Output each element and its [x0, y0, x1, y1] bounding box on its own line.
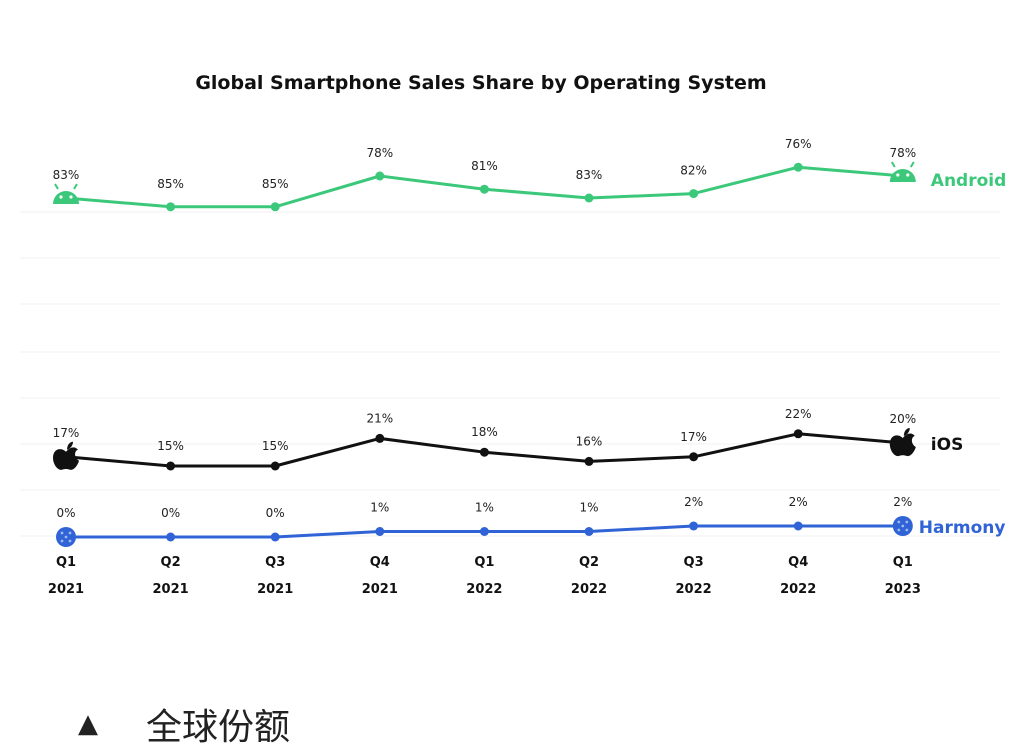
data-label: 20%	[889, 412, 916, 426]
data-point-ios	[689, 452, 699, 462]
data-point-android	[689, 189, 699, 199]
data-label: 76%	[785, 137, 812, 151]
data-point-android	[375, 171, 385, 181]
data-label: 22%	[785, 407, 812, 421]
data-label: 18%	[471, 425, 498, 439]
data-point-ios	[479, 447, 489, 457]
data-point-harmony	[584, 527, 594, 536]
x-tick-quarter: Q1	[474, 555, 494, 570]
x-tick-year: 2022	[571, 582, 607, 597]
data-label: 81%	[471, 159, 498, 173]
data-point-harmony	[375, 527, 385, 536]
apple-icon	[889, 428, 916, 457]
data-point-android	[584, 193, 594, 203]
x-tick-quarter: Q4	[788, 555, 808, 570]
data-point-ios	[793, 429, 803, 439]
x-tick-year: 2022	[466, 582, 502, 597]
x-tick-year: 2022	[780, 582, 816, 597]
series-label-android: Android	[931, 171, 1007, 191]
caption-text: 全球份额	[146, 707, 291, 748]
x-tick-quarter: Q3	[265, 555, 285, 570]
data-label: 1%	[370, 501, 389, 515]
data-point-harmony	[270, 532, 280, 542]
data-point-harmony	[793, 521, 803, 531]
data-point-ios	[166, 461, 176, 471]
data-point-android	[479, 184, 489, 194]
data-label: 0%	[161, 506, 180, 520]
x-tick-quarter: Q2	[161, 555, 181, 570]
data-label: 16%	[576, 434, 603, 448]
x-tick-quarter: Q4	[370, 555, 390, 570]
data-point-harmony	[166, 532, 176, 542]
data-label: 2%	[684, 495, 703, 509]
x-tick-year: 2021	[48, 582, 84, 597]
series-label-ios: iOS	[931, 435, 964, 455]
apple-icon	[53, 441, 79, 470]
data-label: 85%	[262, 177, 289, 191]
data-label: 2%	[893, 495, 912, 509]
x-tick-year: 2021	[257, 582, 293, 597]
x-tick-year: 2022	[676, 582, 712, 597]
data-label: 82%	[680, 164, 707, 178]
data-point-ios	[584, 456, 594, 466]
harmony-icon	[892, 516, 913, 536]
x-tick-year: 2023	[885, 582, 921, 597]
line-chart: Global Smartphone Sales Share by Operati…	[20, 72, 1007, 597]
data-label: 0%	[56, 506, 75, 520]
data-label: 2%	[789, 495, 808, 509]
x-tick-year: 2021	[153, 582, 189, 597]
data-label: 83%	[576, 168, 603, 182]
data-label: 1%	[579, 501, 598, 515]
x-tick-year: 2021	[362, 582, 398, 597]
x-tick-quarter: Q2	[579, 555, 599, 570]
data-point-android	[793, 162, 803, 172]
data-point-ios	[270, 461, 280, 471]
x-tick-quarter: Q1	[56, 555, 76, 570]
data-point-android	[166, 202, 176, 212]
x-tick-quarter: Q3	[684, 555, 704, 570]
x-tick-quarter: Q1	[893, 555, 913, 570]
data-label: 15%	[262, 439, 289, 453]
data-label: 1%	[475, 501, 494, 515]
data-label: 0%	[266, 506, 285, 520]
data-point-harmony	[689, 521, 699, 531]
triangle-up-icon: ▲	[78, 709, 98, 739]
caption: ▲ 全球份额	[78, 702, 290, 748]
data-label: 85%	[157, 177, 184, 191]
data-point-ios	[375, 433, 385, 443]
data-point-harmony	[479, 527, 489, 536]
data-label: 17%	[53, 426, 80, 440]
data-label: 21%	[366, 411, 393, 425]
data-label: 15%	[157, 439, 184, 453]
harmony-icon	[56, 527, 76, 547]
data-point-android	[270, 202, 280, 212]
chart-title: Global Smartphone Sales Share by Operati…	[195, 72, 766, 94]
android-icon	[53, 183, 79, 204]
data-label: 83%	[53, 168, 80, 182]
data-label: 17%	[680, 430, 707, 444]
data-label: 78%	[366, 146, 393, 160]
data-label: 78%	[889, 146, 916, 160]
series-label-harmony: Harmony	[919, 518, 1006, 538]
android-icon	[889, 161, 916, 182]
